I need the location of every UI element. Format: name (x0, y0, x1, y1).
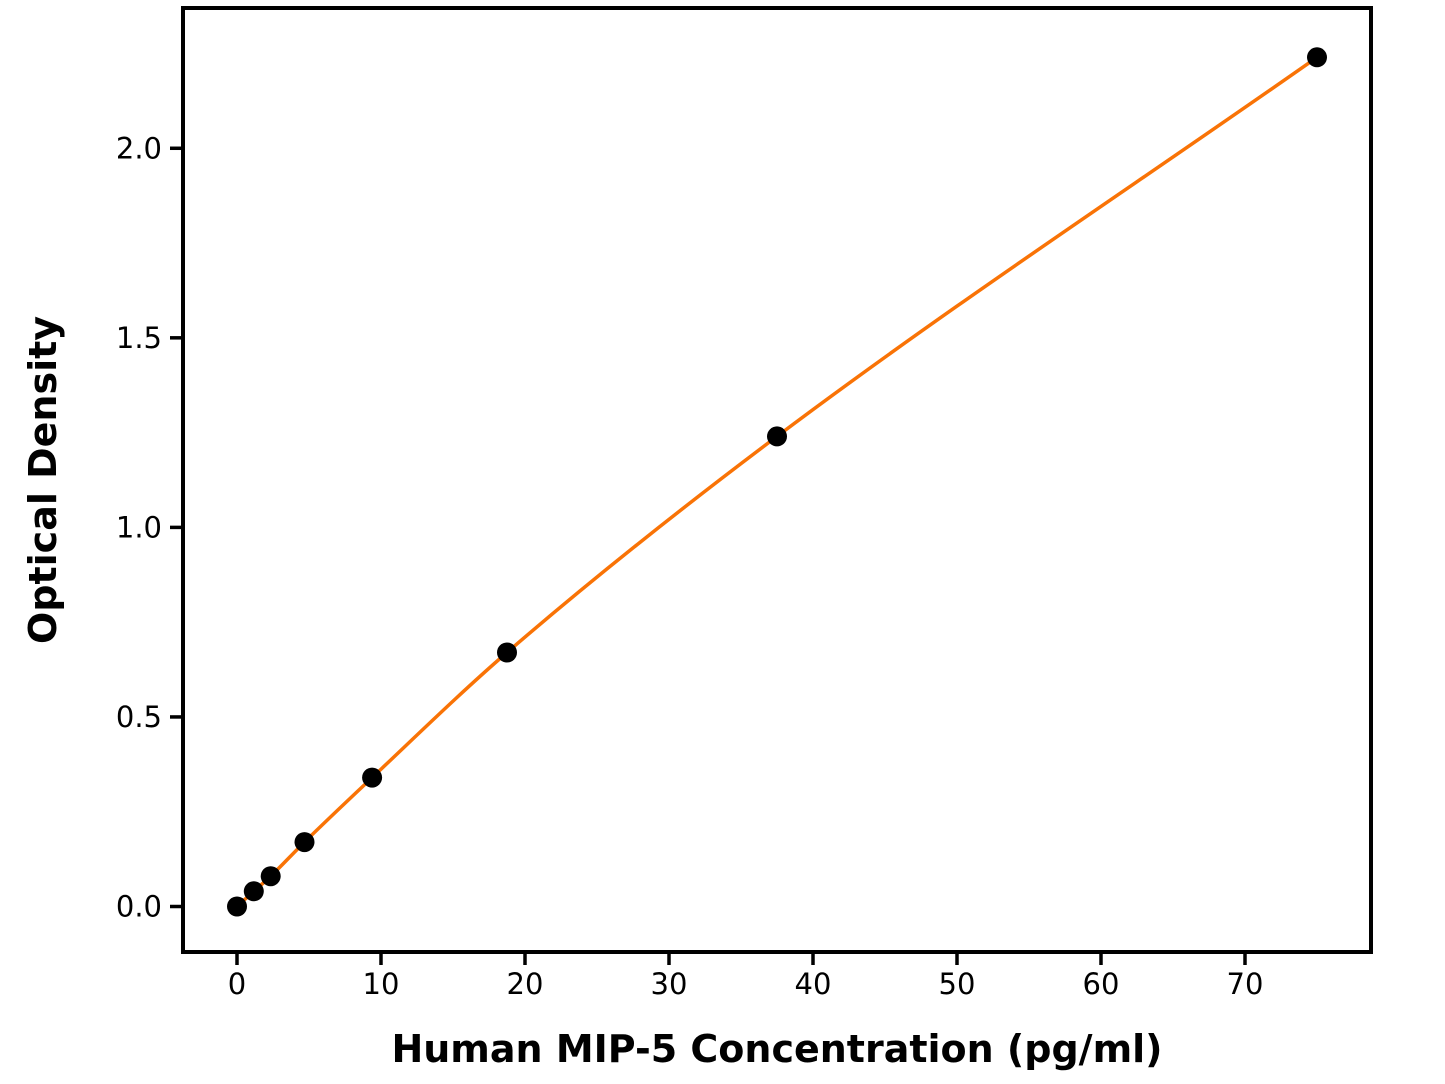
data-point-marker (227, 896, 247, 917)
x-tick-label: 40 (795, 967, 832, 1001)
y-tick-label: 1.5 (116, 321, 162, 355)
data-point-marker (243, 881, 264, 902)
x-tick-label: 10 (363, 967, 400, 1001)
x-tick-label: 0 (228, 967, 246, 1001)
data-point-marker (767, 426, 787, 447)
data-point-marker (362, 767, 383, 788)
x-tick-label: 70 (1227, 967, 1264, 1001)
y-tick-label: 2.0 (116, 131, 162, 165)
fitted-curve-line (235, 55, 1319, 909)
y-axis-title: Optical Density (21, 316, 65, 644)
x-tick-label: 50 (939, 967, 976, 1001)
x-tick-label: 60 (1083, 967, 1120, 1001)
y-tick-label: 0.0 (116, 890, 162, 924)
plot-area: 0 10 20 30 40 50 60 70 0.0 0.5 1.0 1.5 2.0 (116, 6, 1373, 1001)
y-tick-label: 1.0 (116, 510, 162, 544)
plot-border (181, 6, 1373, 954)
y-tick-label: 0.5 (116, 700, 162, 734)
data-point-marker (260, 866, 281, 887)
data-point-marker (294, 832, 315, 853)
x-axis-title: Human MIP-5 Concentration (pg/ml) (391, 1027, 1162, 1071)
data-point-marker (497, 642, 517, 663)
data-point-marker (1307, 47, 1327, 68)
x-tick-label: 20 (507, 967, 544, 1001)
x-tick-label: 30 (651, 967, 688, 1001)
